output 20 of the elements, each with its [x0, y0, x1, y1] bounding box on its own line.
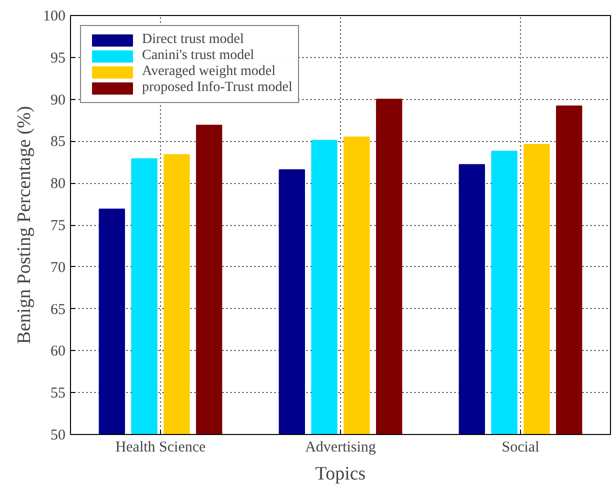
- y-tick-label: 85: [50, 134, 66, 150]
- legend-label: Averaged weight model: [142, 64, 276, 80]
- x-axis-title: Topics: [315, 464, 366, 484]
- x-tick-label: Health Science: [115, 440, 206, 456]
- legend-label: Direct trust model: [142, 32, 244, 48]
- y-tick-label: 65: [50, 302, 66, 318]
- legend-label: proposed Info-Trust model: [142, 80, 292, 96]
- x-tick-label: Social: [502, 440, 540, 456]
- y-tick-label: 95: [50, 50, 66, 66]
- y-tick-label: 50: [50, 428, 66, 444]
- y-tick-label: 75: [50, 218, 66, 234]
- y-tick-label: 55: [50, 386, 66, 402]
- y-axis-title: Benign Posting Percentage (%): [14, 106, 35, 344]
- legend-label: Canini's trust model: [142, 48, 254, 64]
- y-tick-label: 70: [50, 260, 66, 276]
- y-tick-label: 100: [43, 8, 66, 24]
- y-tick-label: 90: [50, 92, 66, 108]
- y-tick-label: 60: [50, 344, 66, 360]
- y-tick-label: 80: [50, 176, 66, 192]
- x-tick-label: Advertising: [305, 440, 376, 456]
